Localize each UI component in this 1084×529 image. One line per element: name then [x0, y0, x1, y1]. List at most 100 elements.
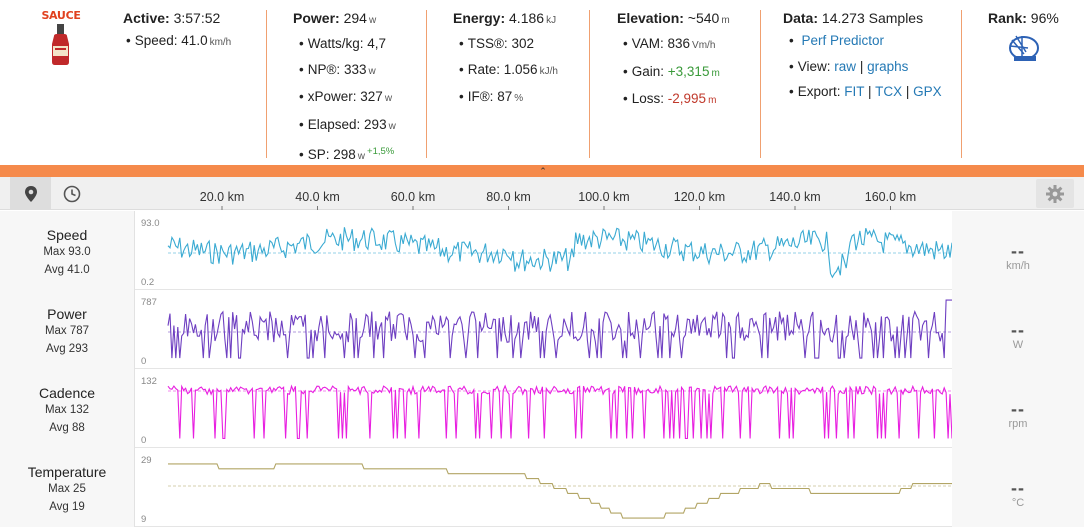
stream-chart[interactable]: 787 0: [135, 290, 952, 369]
stream-avg: Avg 41.0: [44, 264, 90, 276]
stream-label: Power Max 787 Avg 293: [0, 290, 135, 369]
stream-chart[interactable]: 132 0: [135, 369, 952, 448]
elevation-value: ~540: [687, 10, 720, 26]
vam-value: 836: [667, 36, 691, 51]
data-column: Data: 14.273 Samples • Perf Predictor • V…: [783, 10, 942, 99]
stream-line: [167, 384, 952, 440]
stream-row-speed: Speed Max 93.0 Avg 41.0 93.0 0.2 -- km/h: [0, 211, 1084, 290]
power-value: 294: [343, 10, 367, 26]
export-tcx-link[interactable]: TCX: [875, 84, 903, 99]
stream-label: Cadence Max 132 Avg 88: [0, 369, 135, 448]
stream-axis-max: 787: [141, 297, 157, 308]
elevation-unit: m: [721, 15, 730, 26]
view-label: View:: [797, 58, 831, 74]
stream-axis-min: 0: [141, 356, 146, 367]
column-separator: [266, 10, 267, 158]
np-value: 333: [343, 61, 367, 77]
gain-value: +3,315: [667, 63, 710, 79]
speed-label: Speed:: [134, 33, 178, 48]
time-axis-button[interactable]: [51, 177, 92, 210]
axis-tick-label: 160.0 km: [865, 190, 916, 204]
sp-delta: +1,5%: [367, 146, 395, 157]
settings-button[interactable]: [1036, 179, 1074, 208]
energy-column: Energy: 4.186 kJ • TSS®: 302 • Rate: 1.056 k…: [453, 10, 558, 104]
export-label: Export:: [797, 84, 841, 99]
tss-label: TSS®:: [467, 36, 508, 51]
stream-current: -- rpm: [952, 369, 1084, 448]
stream-axis-min: 0: [141, 435, 146, 446]
rate-value: 1.056: [503, 61, 538, 77]
view-raw-link[interactable]: raw: [834, 58, 857, 74]
active-label: Active:: [123, 10, 170, 26]
world-tour-badge-icon: [1009, 35, 1039, 61]
energy-unit: kJ: [546, 15, 557, 26]
stream-chart[interactable]: 29 9: [135, 448, 952, 527]
axis-tick-label: 40.0 km: [295, 190, 339, 204]
stream-avg: Avg 88: [49, 422, 85, 434]
collapse-chevron-icon[interactable]: ⌃: [539, 166, 547, 176]
power-label: Power:: [293, 10, 340, 26]
axis-tick-label: 80.0 km: [486, 190, 530, 204]
tss-value: 302: [511, 36, 534, 51]
stream-row-cadence: Cadence Max 132 Avg 88 132 0 -- rpm: [0, 369, 1084, 448]
perf-predictor-link[interactable]: Perf Predictor: [801, 33, 885, 48]
rank-value: 96%: [1030, 10, 1059, 26]
elapsed-unit: w: [388, 120, 396, 132]
active-column: Active: 3:57:52 • Speed: 41.0 km/h: [123, 10, 232, 48]
axis-tick-label: 60.0 km: [391, 190, 435, 204]
export-fit-link[interactable]: FIT: [844, 84, 865, 99]
stream-chart[interactable]: 93.0 0.2: [135, 211, 952, 290]
stream-avg: Avg 19: [49, 501, 85, 513]
view-separator: |: [859, 58, 864, 74]
stream-current: -- °C: [952, 448, 1084, 527]
stream-axis-min: 0.2: [141, 277, 154, 288]
axis-tick-label: 120.0 km: [674, 190, 725, 204]
loss-value: -2,995: [667, 91, 707, 106]
stream-current: -- W: [952, 290, 1084, 369]
stream-name: Temperature: [27, 464, 107, 480]
stream-axis-max: 93.0: [141, 218, 160, 229]
stream-max: Max 25: [48, 483, 86, 495]
panel-divider[interactable]: [0, 165, 1084, 177]
export-gpx-link[interactable]: GPX: [913, 84, 942, 99]
loss-unit: m: [708, 95, 717, 106]
data-label: Data:: [783, 10, 819, 26]
elevation-column: Elevation: ~540 m • VAM: 836 Vm/h • Gain: +3…: [617, 10, 730, 106]
stream-unit: km/h: [1006, 260, 1030, 272]
axis-tick-label: 100.0 km: [578, 190, 629, 204]
loss-label: Loss:: [631, 91, 665, 106]
energy-label: Energy:: [453, 10, 506, 26]
stream-axis-max: 132: [141, 376, 157, 387]
active-value: 3:57:52: [173, 10, 221, 26]
stream-line: [168, 463, 952, 519]
export-separator: |: [905, 84, 910, 99]
stream-name: Power: [47, 306, 87, 322]
data-value: 14.273 Samples: [821, 10, 924, 26]
elevation-label: Elevation:: [617, 10, 684, 26]
view-graphs-link[interactable]: graphs: [867, 58, 909, 74]
wkg-label: Watts/kg:: [307, 36, 364, 51]
axis-tick-label: 20.0 km: [200, 190, 244, 204]
stream-axis-max: 29: [141, 455, 152, 466]
stream-unit: rpm: [1008, 418, 1028, 430]
stream-max: Max 93.0: [43, 246, 91, 258]
stream-avg: Avg 293: [46, 343, 88, 355]
sp-unit: w: [357, 151, 366, 162]
stream-name: Cadence: [38, 385, 96, 401]
stream-row-power: Power Max 787 Avg 293 787 0 -- W: [0, 290, 1084, 369]
xpower-value: 327: [360, 89, 383, 104]
rank-label: Rank:: [988, 10, 1027, 26]
sauce-logo: SAUCE: [38, 9, 84, 69]
vam-label: VAM:: [631, 36, 664, 51]
wkg-value: 4,7: [367, 36, 387, 51]
stream-max: Max 787: [44, 325, 90, 337]
map-pin-button[interactable]: [10, 177, 51, 210]
column-separator: [760, 10, 761, 158]
if-value: 87: [497, 89, 513, 104]
column-separator: [426, 10, 427, 158]
stream-row-temperature: Temperature Max 25 Avg 19 29 9 -- °C: [0, 448, 1084, 527]
np-unit: w: [368, 65, 376, 77]
elapsed-value: 293: [364, 116, 387, 132]
if-label: IF®:: [467, 89, 494, 104]
stream-max: Max 132: [44, 404, 90, 416]
